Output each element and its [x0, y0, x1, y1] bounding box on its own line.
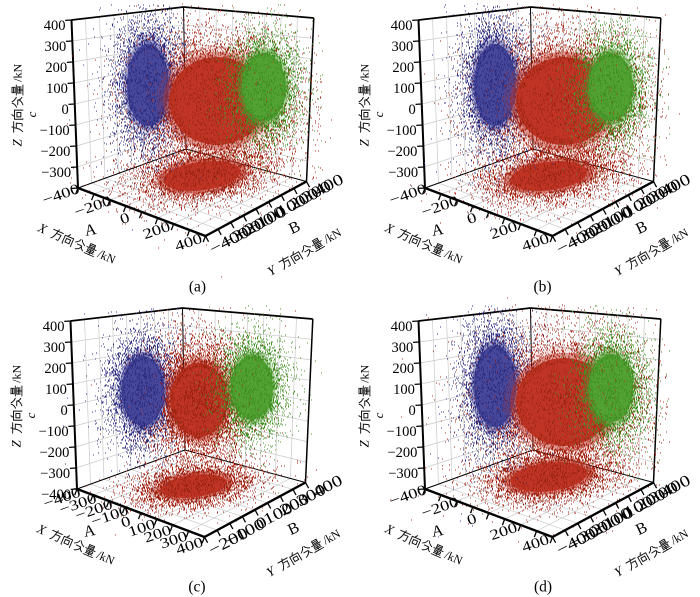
svg-text:0: 0: [61, 403, 68, 419]
svg-text:0: 0: [409, 403, 416, 419]
svg-text:0: 0: [118, 209, 132, 228]
svg-text:−300: −300: [388, 165, 418, 181]
svg-text:/kN: /kN: [95, 548, 117, 568]
svg-text:−200: −200: [40, 144, 70, 160]
svg-text:/kN: /kN: [96, 247, 118, 267]
svg-text:(c): (c): [188, 579, 205, 596]
svg-text:200: 200: [392, 60, 414, 76]
svg-text:/kN: /kN: [358, 63, 372, 81]
svg-text:c: c: [371, 412, 386, 418]
svg-text:200: 200: [45, 60, 67, 76]
svg-text:400: 400: [391, 319, 413, 335]
svg-text:100: 100: [393, 382, 415, 398]
svg-text:c: c: [24, 111, 39, 117]
svg-text:100: 100: [46, 81, 68, 97]
svg-text:(a): (a): [189, 279, 206, 296]
svg-text:A: A: [430, 221, 445, 240]
svg-text:A: A: [82, 522, 97, 541]
svg-text:(d): (d): [534, 579, 552, 596]
svg-text:0: 0: [465, 209, 479, 228]
svg-text:A: A: [430, 522, 445, 541]
svg-text:300: 300: [392, 39, 414, 55]
svg-text:−300: −300: [41, 165, 71, 181]
svg-text:−200: −200: [387, 445, 417, 461]
svg-text:Z: Z: [357, 139, 372, 147]
svg-text:A: A: [83, 221, 98, 240]
svg-text:100: 100: [393, 81, 415, 97]
svg-text:(b): (b): [533, 279, 551, 296]
svg-text:200: 200: [392, 361, 414, 377]
svg-text:c: c: [371, 111, 386, 117]
svg-text:Z: Z: [9, 440, 24, 448]
svg-text:/kN: /kN: [443, 548, 465, 568]
svg-text:100: 100: [45, 382, 67, 398]
svg-text:200: 200: [44, 361, 66, 377]
svg-text:/kN: /kN: [443, 247, 465, 267]
svg-text:−100: −100: [387, 123, 417, 139]
svg-text:−100: −100: [387, 424, 417, 440]
svg-text:0: 0: [409, 102, 416, 118]
svg-text:−200: −200: [39, 445, 69, 461]
svg-text:0: 0: [62, 102, 69, 118]
svg-text:400: 400: [391, 18, 413, 34]
svg-text:−100: −100: [39, 424, 69, 440]
svg-text:400: 400: [43, 319, 65, 335]
svg-text:/kN: /kN: [10, 364, 24, 382]
svg-text:0: 0: [465, 510, 479, 529]
svg-text:/kN: /kN: [358, 364, 372, 382]
svg-text:−200: −200: [387, 144, 417, 160]
svg-text:−100: −100: [40, 123, 70, 139]
svg-text:−400: −400: [41, 487, 71, 503]
svg-text:300: 300: [44, 340, 66, 356]
svg-text:300: 300: [45, 39, 67, 55]
svg-text:300: 300: [392, 340, 414, 356]
svg-text:−300: −300: [40, 466, 70, 482]
svg-text:−300: −300: [388, 466, 418, 482]
svg-text:/kN: /kN: [11, 63, 25, 81]
svg-text:Z: Z: [357, 440, 372, 448]
svg-text:c: c: [23, 412, 38, 418]
svg-text:400: 400: [44, 18, 66, 34]
svg-text:Z: Z: [10, 139, 25, 147]
svg-text:0: 0: [119, 512, 133, 531]
